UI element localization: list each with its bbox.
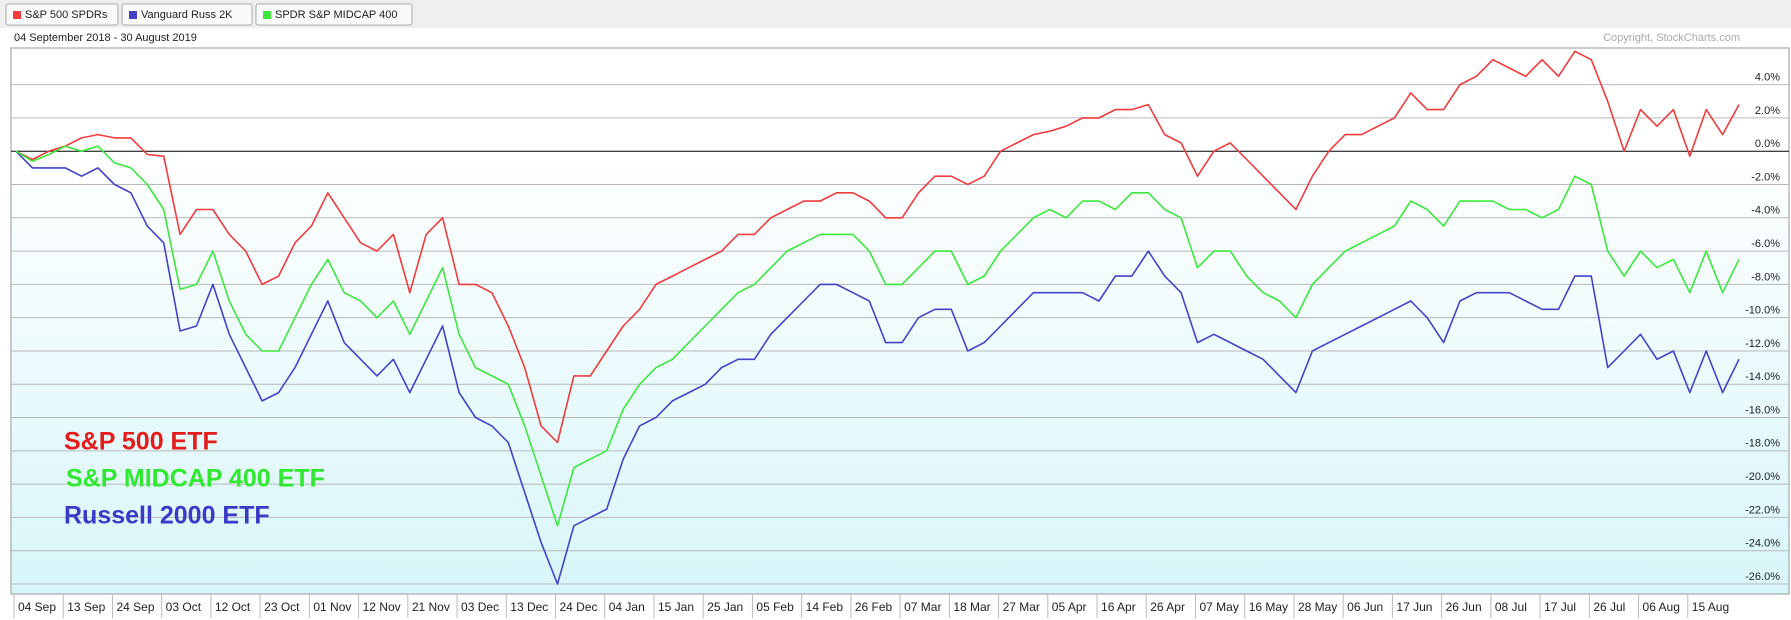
y-tick-label: -10.0% (1745, 305, 1780, 317)
x-tick-label: 17 Jun (1396, 600, 1432, 614)
x-tick-label: 04 Sep (18, 600, 56, 614)
x-tick-label: 06 Jun (1347, 600, 1383, 614)
y-tick-label: 4.0% (1755, 72, 1780, 84)
x-tick-label: 13 Sep (67, 600, 105, 614)
legend-label: Vanguard Russ 2K (141, 9, 233, 21)
x-tick-label: 24 Sep (116, 600, 154, 614)
series-line (15, 50, 1740, 444)
x-tick-label: 21 Nov (412, 600, 450, 614)
x-tick-label: 14 Feb (806, 600, 844, 614)
x-tick-label: 15 Jan (658, 600, 694, 614)
y-tick-label: -2.0% (1751, 171, 1780, 183)
legend-label: S&P 500 SPDRs (25, 9, 108, 21)
x-tick-label: 26 Apr (1150, 600, 1185, 614)
plot-area (10, 47, 1790, 595)
legend-button (5, 3, 119, 26)
x-tick-label: 26 Feb (855, 600, 893, 614)
x-tick-label: 07 May (1199, 600, 1238, 614)
y-tick-label: -20.0% (1745, 471, 1780, 483)
x-tick-label: 12 Nov (363, 600, 401, 614)
series-line (15, 150, 1740, 585)
x-tick-label: 13 Dec (510, 600, 548, 614)
x-tick-label: 08 Jul (1495, 600, 1527, 614)
legend-button (255, 3, 413, 26)
y-tick-label: -22.0% (1745, 504, 1780, 516)
y-tick-label: -16.0% (1745, 404, 1780, 416)
x-tick-label: 17 Jul (1544, 600, 1576, 614)
legend-swatch (13, 11, 21, 19)
x-tick-label: 24 Dec (560, 600, 598, 614)
x-tick-label: 16 Apr (1101, 600, 1136, 614)
y-tick-label: 2.0% (1755, 105, 1780, 117)
legend-label: SPDR S&P MIDCAP 400 (275, 9, 397, 21)
series-line (15, 145, 1740, 527)
x-tick-label: 06 Aug (1643, 600, 1680, 614)
x-tick-label: 27 Mar (1003, 600, 1040, 614)
y-tick-label: -8.0% (1751, 271, 1780, 283)
x-tick-label: 28 May (1298, 600, 1337, 614)
x-tick-label: 05 Apr (1052, 600, 1087, 614)
y-tick-label: 0.0% (1755, 138, 1780, 150)
annotation: S&P MIDCAP 400 ETF (66, 465, 325, 493)
legend-item[interactable]: S&P 500 SPDRs (5, 3, 119, 26)
x-tick-label: 25 Jan (707, 600, 743, 614)
x-tick-label: 12 Oct (215, 600, 251, 614)
legend-swatch (263, 11, 271, 19)
y-tick-label: -14.0% (1745, 371, 1780, 383)
x-tick-label: 03 Oct (166, 600, 202, 614)
x-tick-label: 05 Feb (756, 600, 794, 614)
legend-button (121, 3, 253, 26)
x-tick-label: 26 Jul (1593, 600, 1625, 614)
annotation: S&P 500 ETF (64, 428, 218, 456)
y-tick-label: -24.0% (1745, 538, 1780, 550)
y-tick-label: -12.0% (1745, 338, 1780, 350)
x-tick-label: 23 Oct (264, 600, 300, 614)
x-tick-label: 16 May (1249, 600, 1288, 614)
annotation: Russell 2000 ETF (64, 502, 270, 530)
legend-item[interactable]: Vanguard Russ 2K (121, 3, 253, 26)
x-tick-label: 07 Mar (904, 600, 941, 614)
legend-swatch (129, 11, 137, 19)
y-tick-label: -6.0% (1751, 238, 1780, 250)
y-tick-label: -18.0% (1745, 438, 1780, 450)
x-tick-label: 03 Dec (461, 600, 499, 614)
x-tick-label: 04 Jan (609, 600, 645, 614)
legend-item[interactable]: SPDR S&P MIDCAP 400 (255, 3, 413, 26)
y-tick-label: -4.0% (1751, 205, 1780, 217)
copyright: Copyright, StockCharts.com (1603, 32, 1740, 44)
x-tick-label: 15 Aug (1692, 600, 1729, 614)
x-tick-label: 01 Nov (313, 600, 351, 614)
x-tick-label: 26 Jun (1446, 600, 1482, 614)
x-tick-label: 18 Mar (953, 600, 990, 614)
y-tick-label: -26.0% (1745, 571, 1780, 583)
date-range: 04 September 2018 - 30 August 2019 (14, 32, 197, 44)
